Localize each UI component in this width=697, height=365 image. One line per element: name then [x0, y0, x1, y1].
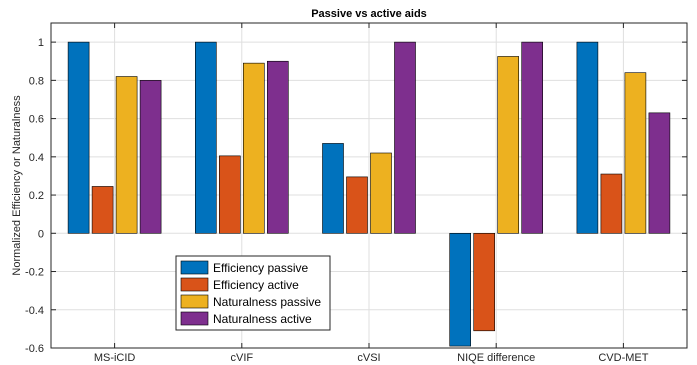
legend: Efficiency passive Efficiency active Natur…: [175, 255, 331, 331]
bar: [67, 41, 90, 234]
bar: [473, 232, 496, 332]
bar: [624, 72, 647, 234]
bar: [576, 41, 599, 234]
y-tick-label: 0.4: [29, 152, 44, 164]
bar: [449, 232, 472, 347]
bar: [370, 152, 392, 234]
bar: [394, 41, 416, 234]
y-tick-label: 0.6: [29, 114, 44, 126]
y-tick-label: -0.2: [25, 267, 44, 279]
x-tick-label: cVIF: [230, 352, 253, 364]
bar: [243, 62, 265, 234]
y-tick-label: 0.2: [29, 190, 44, 202]
legend-swatch: [180, 311, 209, 326]
legend-entry-label: Efficiency active: [213, 278, 299, 292]
bar: [497, 56, 520, 234]
x-tick-label: NIQE difference: [457, 352, 535, 364]
legend-entry-label: Naturalness passive: [213, 295, 321, 309]
y-tick-label: 0: [38, 228, 44, 240]
legend-swatch: [180, 294, 209, 309]
bar: [521, 41, 544, 234]
bar: [195, 41, 217, 234]
bar: [600, 173, 623, 234]
x-tick-label: CVD-MET: [598, 352, 648, 364]
x-tick-label: MS-iCID: [94, 352, 136, 364]
bar: [91, 186, 114, 234]
bar: [266, 60, 289, 234]
y-tick-labels: -0.6 -0.4 -0.2 0 0.2 0.4 0.6 0.8 1: [25, 37, 44, 355]
y-tick-label: 1: [38, 37, 44, 49]
bar: [648, 112, 671, 234]
bars-group: [67, 41, 671, 347]
y-tick-label: -0.4: [25, 305, 44, 317]
bar: [219, 155, 241, 234]
y-axis-label: Normalized Efficiency or Naturalness: [11, 95, 23, 276]
x-tick-labels: MS-iCID cVIF cVSI NIQE difference CVD-MET: [94, 352, 649, 364]
tick-marks: [51, 23, 687, 349]
bar: [322, 143, 344, 234]
legend-swatch: [180, 277, 209, 292]
bar: [115, 76, 138, 234]
bar: [139, 80, 162, 234]
legend-entry-label: Naturalness active: [213, 312, 312, 326]
legend-entry-label: Efficiency passive: [213, 261, 308, 275]
bar: [346, 176, 368, 234]
y-tick-label: 0.8: [29, 75, 44, 87]
y-tick-label: -0.6: [25, 343, 44, 355]
x-tick-label: cVSI: [357, 352, 380, 364]
legend-swatch: [180, 260, 209, 275]
chart-title: Passive vs active aids: [311, 8, 427, 20]
